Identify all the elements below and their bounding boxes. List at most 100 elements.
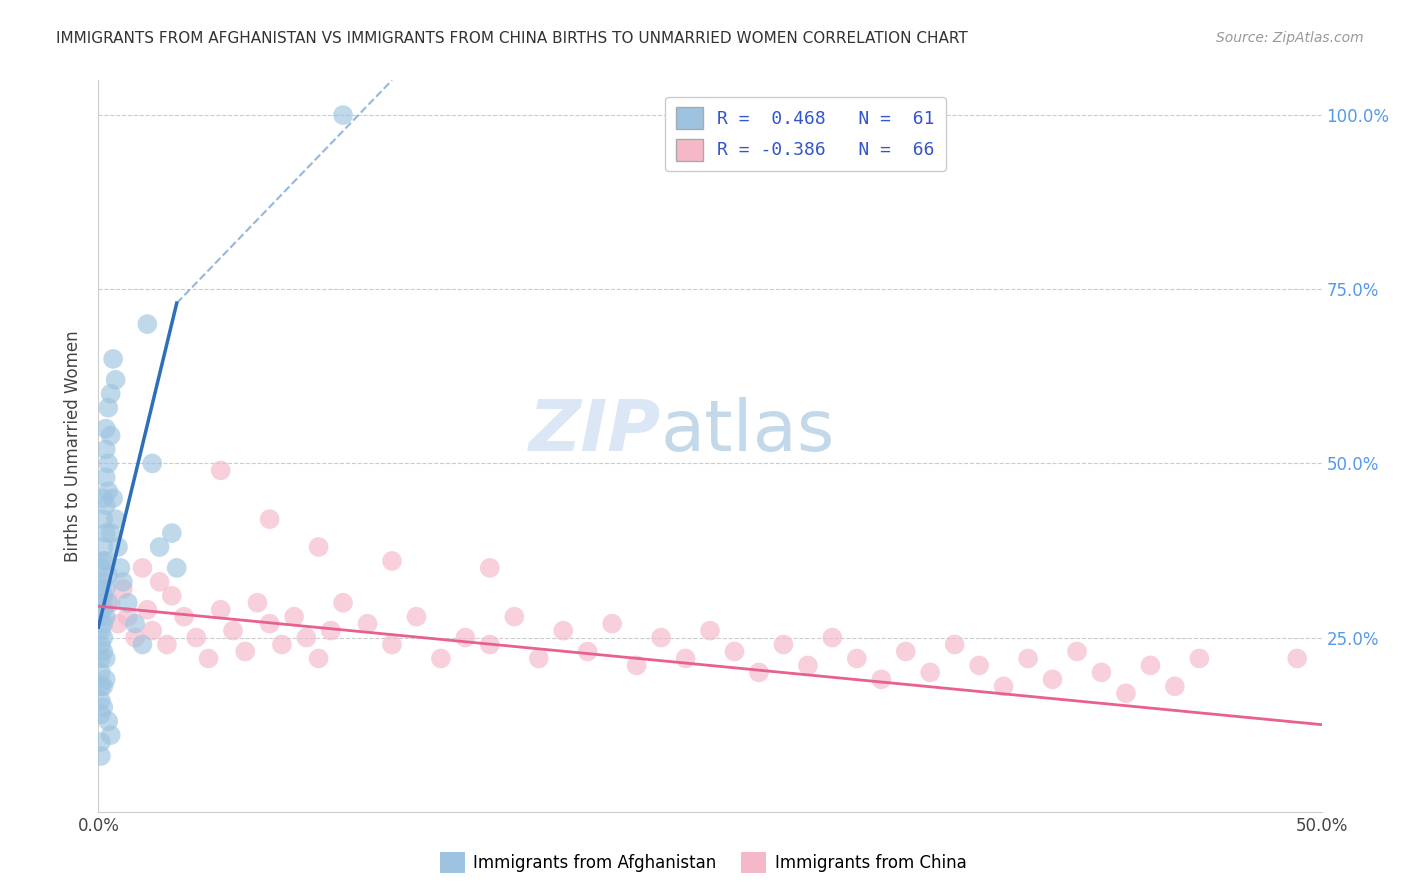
Point — [111, 574, 134, 589]
Point — [920, 665, 942, 680]
Point — [160, 589, 183, 603]
Point — [259, 512, 281, 526]
Point — [1090, 665, 1112, 680]
Point — [283, 609, 305, 624]
Point — [332, 108, 354, 122]
Point — [381, 554, 404, 568]
Point — [332, 596, 354, 610]
Point — [91, 644, 114, 658]
Point — [1115, 686, 1137, 700]
Point — [723, 644, 745, 658]
Point — [675, 651, 697, 665]
Point — [454, 631, 477, 645]
Point — [91, 603, 114, 617]
Point — [94, 582, 117, 596]
Point — [1042, 673, 1064, 687]
Point — [821, 631, 844, 645]
Point — [117, 609, 139, 624]
Point — [91, 631, 114, 645]
Point — [90, 582, 112, 596]
Point — [94, 442, 117, 457]
Point — [430, 651, 453, 665]
Point — [104, 373, 127, 387]
Point — [107, 616, 129, 631]
Point — [131, 638, 153, 652]
Point — [270, 638, 294, 652]
Point — [1017, 651, 1039, 665]
Y-axis label: Births to Unmarried Women: Births to Unmarried Women — [65, 330, 83, 562]
Point — [97, 457, 120, 471]
Point — [97, 714, 120, 728]
Point — [94, 526, 117, 541]
Point — [209, 603, 232, 617]
Point — [405, 609, 427, 624]
Legend: R =  0.468   N =  61, R = -0.386   N =  66: R = 0.468 N = 61, R = -0.386 N = 66 — [665, 96, 946, 171]
Point — [91, 574, 114, 589]
Text: ZIP: ZIP — [529, 397, 661, 466]
Point — [699, 624, 721, 638]
Point — [1286, 651, 1309, 665]
Point — [553, 624, 575, 638]
Point — [259, 616, 281, 631]
Point — [107, 540, 129, 554]
Point — [209, 463, 232, 477]
Point — [97, 567, 120, 582]
Point — [1066, 644, 1088, 658]
Point — [110, 561, 132, 575]
Point — [160, 526, 183, 541]
Point — [600, 616, 623, 631]
Point — [967, 658, 990, 673]
Point — [124, 616, 146, 631]
Point — [503, 609, 526, 624]
Point — [91, 554, 114, 568]
Point — [117, 596, 139, 610]
Point — [97, 596, 120, 610]
Text: Source: ZipAtlas.com: Source: ZipAtlas.com — [1216, 31, 1364, 45]
Point — [90, 651, 112, 665]
Point — [943, 638, 966, 652]
Point — [233, 644, 256, 658]
Point — [1139, 658, 1161, 673]
Point — [91, 540, 114, 554]
Point — [136, 317, 159, 331]
Point — [149, 574, 172, 589]
Point — [91, 700, 114, 714]
Point — [94, 498, 117, 512]
Point — [97, 484, 120, 499]
Point — [381, 638, 404, 652]
Point — [772, 638, 794, 652]
Point — [626, 658, 648, 673]
Point — [94, 673, 117, 687]
Point — [527, 651, 550, 665]
Point — [97, 401, 120, 415]
Point — [91, 679, 114, 693]
Point — [100, 386, 122, 401]
Point — [94, 470, 117, 484]
Point — [1188, 651, 1211, 665]
Point — [90, 624, 112, 638]
Point — [356, 616, 378, 631]
Point — [100, 728, 122, 742]
Point — [91, 491, 114, 506]
Point — [100, 526, 122, 541]
Point — [100, 428, 122, 442]
Point — [246, 596, 269, 610]
Point — [166, 561, 188, 575]
Point — [186, 631, 208, 645]
Point — [993, 679, 1015, 693]
Point — [111, 582, 134, 596]
Point — [104, 512, 127, 526]
Point — [90, 638, 112, 652]
Point — [870, 673, 893, 687]
Point — [222, 624, 245, 638]
Point — [319, 624, 342, 638]
Point — [90, 665, 112, 680]
Point — [1164, 679, 1187, 693]
Point — [149, 540, 172, 554]
Point — [91, 589, 114, 603]
Point — [141, 624, 163, 638]
Point — [894, 644, 917, 658]
Point — [141, 457, 163, 471]
Point — [748, 665, 770, 680]
Point — [90, 561, 112, 575]
